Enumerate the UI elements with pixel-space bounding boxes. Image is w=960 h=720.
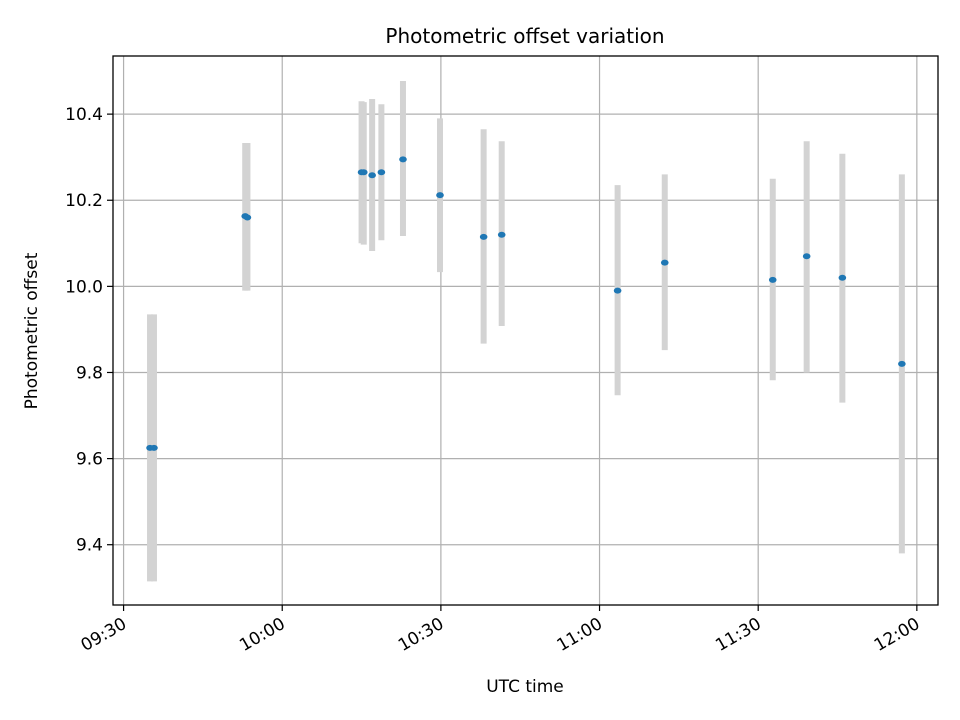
x-axis-ticks: 09:30 10:00 10:30 11:00 11:30 12:00 [78, 605, 923, 656]
data-point [613, 287, 622, 294]
error-bars [147, 80, 905, 582]
data-point [479, 233, 488, 240]
x-tick-label: 09:30 [78, 614, 130, 656]
data-point [368, 172, 376, 179]
y-tick-label: 9.4 [76, 536, 103, 556]
x-tick-label: 12:00 [871, 614, 923, 656]
y-axis-label: Photometric offset [22, 252, 42, 409]
data-point [768, 276, 777, 283]
x-tick-label: 10:30 [395, 614, 447, 656]
data-points [146, 156, 906, 451]
data-point [802, 253, 811, 260]
y-axis-ticks: 9.4 9.6 9.8 10.0 10.2 10.4 [65, 105, 113, 556]
y-tick-label: 9.8 [76, 363, 103, 383]
data-point [359, 169, 368, 176]
x-axis-label: UTC time [486, 677, 564, 697]
data-point [838, 274, 847, 281]
data-point [436, 192, 444, 199]
x-tick-label: 11:30 [712, 614, 764, 656]
y-tick-label: 9.6 [76, 450, 103, 470]
data-point [497, 231, 506, 238]
x-tick-label: 11:00 [554, 614, 606, 656]
y-tick-label: 10.4 [65, 105, 103, 125]
grid-lines [113, 56, 938, 605]
data-point [150, 444, 158, 451]
plot-frame [112, 55, 939, 606]
chart-title: Photometric offset variation [385, 24, 664, 48]
data-point [898, 360, 906, 367]
data-point [377, 169, 386, 176]
y-tick-label: 10.2 [65, 191, 103, 211]
data-point [660, 259, 669, 266]
data-point [399, 156, 407, 163]
x-tick-label: 10:00 [236, 614, 288, 656]
y-tick-label: 10.0 [65, 277, 103, 297]
data-point [243, 214, 252, 221]
